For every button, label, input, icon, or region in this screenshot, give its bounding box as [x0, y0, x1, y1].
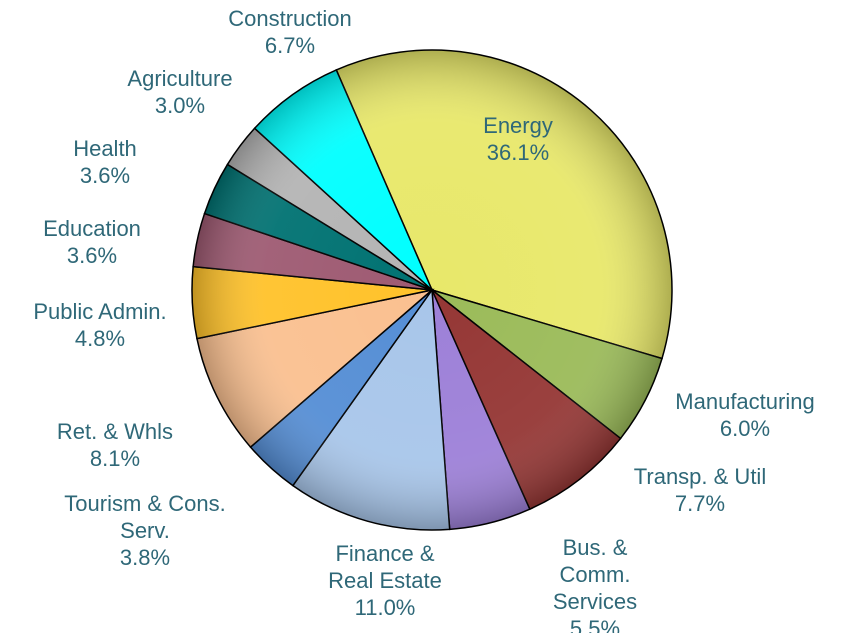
- category-name: Transp. & Util: [633, 464, 767, 489]
- category-name: Energy: [483, 113, 553, 138]
- value-label: 5.5%: [569, 616, 621, 633]
- slice-label: Agriculture 3.0%: [80, 65, 280, 119]
- category-name: Education: [43, 216, 141, 241]
- category-name: Agriculture: [127, 66, 233, 91]
- value-label: 3.0%: [154, 93, 206, 118]
- slice-label: Education 3.6%: [0, 215, 192, 269]
- value-label: 6.0%: [719, 416, 771, 441]
- slice-label: Ret. & Whls 8.1%: [15, 418, 215, 472]
- slice-label: Public Admin. 4.8%: [0, 298, 200, 352]
- slice-label: Bus. & Comm. Services 5.5%: [505, 534, 685, 633]
- slice-label: Tourism & Cons. Serv. 3.8%: [15, 490, 275, 571]
- slice-label: Energy 36.1%: [418, 112, 618, 166]
- slice-label: Finance & Real Estate 11.0%: [285, 540, 485, 621]
- slice-label: Health 3.6%: [5, 135, 205, 189]
- value-label: 3.6%: [79, 163, 131, 188]
- value-label: 6.7%: [264, 33, 316, 58]
- value-label: 4.8%: [74, 326, 126, 351]
- slice-label: Transp. & Util 7.7%: [600, 463, 800, 517]
- category-name: Public Admin.: [33, 299, 167, 324]
- value-label: 11.0%: [354, 595, 416, 620]
- value-label: 7.7%: [674, 491, 726, 516]
- category-name: Tourism & Cons. Serv.: [64, 491, 226, 543]
- slice-label: Construction 6.7%: [180, 5, 400, 59]
- value-label: 36.1%: [486, 140, 550, 165]
- value-label: 3.6%: [66, 243, 118, 268]
- category-name: Bus. & Comm. Services: [552, 535, 638, 614]
- category-name: Construction: [228, 6, 352, 31]
- category-name: Manufacturing: [675, 389, 815, 414]
- value-label: 3.8%: [119, 545, 171, 570]
- category-name: Ret. & Whls: [56, 419, 174, 444]
- slice-label: Manufacturing 6.0%: [645, 388, 845, 442]
- category-name: Health: [73, 136, 137, 161]
- category-name: Finance & Real Estate: [328, 541, 442, 593]
- value-label: 8.1%: [89, 446, 141, 471]
